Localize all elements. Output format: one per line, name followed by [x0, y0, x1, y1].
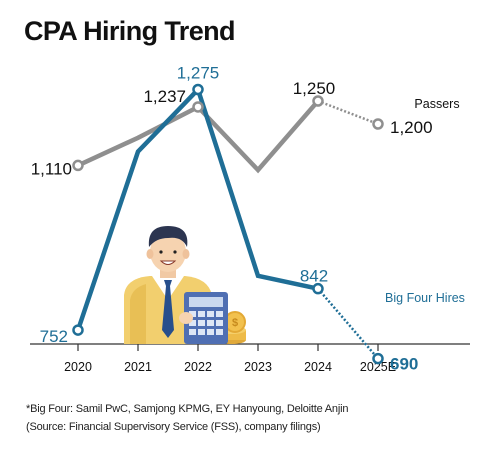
- data-point: [192, 83, 204, 96]
- x-tick-label: 2020: [64, 360, 92, 374]
- x-tick-label: 2025E: [360, 360, 396, 374]
- series-projection-line: [317, 287, 379, 360]
- data-point: [312, 95, 324, 107]
- data-point: [312, 282, 324, 295]
- footnote-big-four: *Big Four: Samil PwC, Samjong KPMG, EY H…: [26, 403, 349, 415]
- x-tick-label: 2022: [184, 360, 212, 374]
- x-tick-label: 2023: [244, 360, 272, 374]
- x-tick-label: 2021: [124, 360, 152, 374]
- data-label: 1,275: [177, 64, 220, 83]
- data-label: 1,110: [31, 159, 72, 178]
- svg-text:$: $: [232, 317, 238, 329]
- data-label: 842: [300, 267, 328, 286]
- data-label: 1,200: [390, 118, 433, 137]
- data-point: [372, 118, 384, 130]
- data-point: [72, 159, 84, 172]
- data-point: [372, 352, 384, 365]
- series-name-label: Passers: [414, 97, 459, 111]
- footnote-source: (Source: Financial Supervisory Service (…: [26, 421, 321, 433]
- data-point: [192, 101, 204, 113]
- data-label: 1,250: [293, 79, 336, 98]
- chart-title: CPA Hiring Trend: [24, 16, 236, 46]
- line-chart: 2020 2021 2022 2023 2024 2025E $: [30, 64, 470, 374]
- series-projection-line: [317, 99, 379, 126]
- data-label: 690: [390, 355, 418, 374]
- series-name-label: Big Four Hires: [385, 291, 465, 305]
- data-point: [72, 324, 84, 336]
- x-tick-label: 2024: [304, 360, 332, 374]
- businessman-illustration: $: [124, 226, 246, 344]
- data-label: 752: [40, 327, 68, 346]
- data-label: 1,237: [143, 87, 186, 106]
